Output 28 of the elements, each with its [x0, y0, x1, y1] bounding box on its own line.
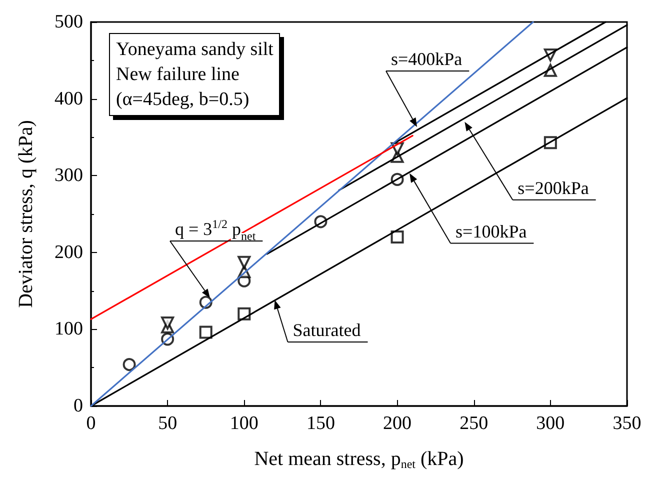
- annotation: s=200kPa: [518, 178, 589, 198]
- annotation: (α=45deg, b=0.5): [116, 88, 250, 112]
- annotation: New failure line: [116, 63, 240, 87]
- x-tick-label: 200: [383, 413, 412, 434]
- annotation: s=400kPa: [391, 49, 462, 69]
- point: [390, 230, 404, 244]
- y-tick-label: 500: [54, 12, 83, 32]
- point: [161, 316, 174, 330]
- annotation: Saturated: [292, 320, 361, 340]
- x-tick-label: 150: [306, 413, 335, 434]
- point: [199, 326, 212, 339]
- point: [238, 256, 251, 269]
- annotation: Yoneyama sandy silt: [116, 38, 274, 62]
- y-axis-title: Deviator stress, q (kPa): [15, 120, 37, 308]
- y-tick-label: 400: [54, 88, 83, 110]
- annotation: q = 3$^{1/2}$ p$_{net}$: [175, 217, 256, 243]
- point: [122, 358, 136, 372]
- y-tick-label: 0: [74, 396, 83, 416]
- y-tick-label: 200: [54, 242, 83, 263]
- y-tick-label: 300: [54, 165, 83, 186]
- x-tick-label: 100: [230, 413, 258, 434]
- x-tick-label: 250: [460, 413, 488, 434]
- y-tick-label: 100: [54, 318, 83, 340]
- x-tick-label: 300: [536, 413, 565, 434]
- x-tick-label: 50: [158, 413, 178, 434]
- x-tick-label: 350: [612, 413, 642, 434]
- x-tick-label: 0: [86, 413, 96, 434]
- annotation: s=100kPa: [456, 221, 527, 242]
